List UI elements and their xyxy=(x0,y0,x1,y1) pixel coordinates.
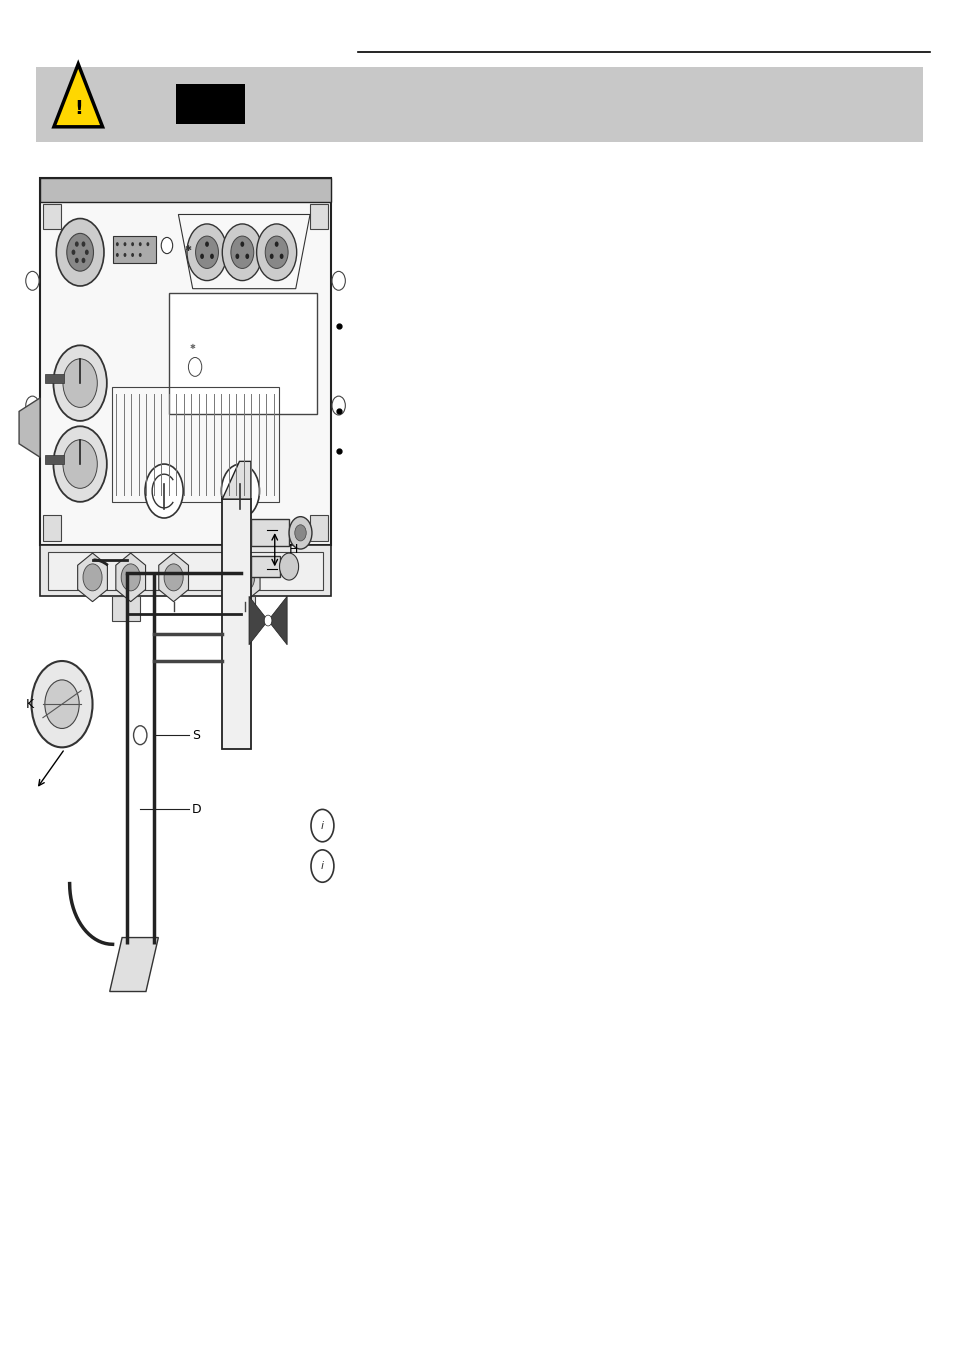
Circle shape xyxy=(200,254,204,259)
Bar xyxy=(40,178,331,545)
Circle shape xyxy=(235,254,239,259)
Circle shape xyxy=(187,224,227,281)
Bar xyxy=(48,552,323,590)
Text: ✱: ✱ xyxy=(190,344,195,349)
Circle shape xyxy=(289,517,312,549)
Bar xyxy=(176,84,245,124)
Polygon shape xyxy=(110,938,158,992)
Bar xyxy=(251,519,289,546)
Circle shape xyxy=(265,236,288,268)
Bar xyxy=(45,374,64,383)
Polygon shape xyxy=(249,596,268,645)
Circle shape xyxy=(45,680,79,728)
Circle shape xyxy=(131,254,133,256)
Circle shape xyxy=(116,254,118,256)
Circle shape xyxy=(71,250,75,255)
Circle shape xyxy=(124,254,126,256)
Circle shape xyxy=(74,241,78,247)
Circle shape xyxy=(26,397,39,415)
Circle shape xyxy=(138,254,141,256)
Text: !: ! xyxy=(73,98,83,119)
Bar xyxy=(112,596,140,621)
Circle shape xyxy=(332,397,345,415)
Circle shape xyxy=(133,726,147,745)
Bar xyxy=(43,515,61,541)
Circle shape xyxy=(210,254,213,259)
Text: i: i xyxy=(320,820,324,831)
Polygon shape xyxy=(268,596,287,645)
Circle shape xyxy=(245,254,249,259)
Text: K: K xyxy=(25,697,33,711)
Circle shape xyxy=(279,254,283,259)
Bar xyxy=(112,236,155,263)
Polygon shape xyxy=(115,553,146,602)
Polygon shape xyxy=(158,553,189,602)
Circle shape xyxy=(121,564,140,591)
Text: H: H xyxy=(289,544,298,556)
Circle shape xyxy=(161,237,172,254)
Circle shape xyxy=(235,564,254,591)
Circle shape xyxy=(240,241,244,247)
Bar xyxy=(40,178,331,202)
Text: i: i xyxy=(320,861,324,871)
Bar xyxy=(310,515,328,541)
Circle shape xyxy=(131,243,133,247)
Circle shape xyxy=(63,359,97,407)
Circle shape xyxy=(81,258,86,263)
Circle shape xyxy=(279,553,298,580)
Circle shape xyxy=(85,250,89,255)
Circle shape xyxy=(231,236,253,268)
Bar xyxy=(169,293,316,414)
Circle shape xyxy=(138,243,141,247)
Bar xyxy=(43,204,61,229)
Circle shape xyxy=(270,254,274,259)
Circle shape xyxy=(274,241,278,247)
Bar xyxy=(310,204,328,229)
Circle shape xyxy=(188,357,201,376)
Circle shape xyxy=(26,271,39,290)
Circle shape xyxy=(221,464,259,518)
Polygon shape xyxy=(54,63,103,127)
Polygon shape xyxy=(19,398,40,457)
Circle shape xyxy=(53,426,107,502)
Polygon shape xyxy=(222,461,251,499)
Circle shape xyxy=(145,464,183,518)
Bar xyxy=(226,596,254,621)
Circle shape xyxy=(294,525,306,541)
Text: S: S xyxy=(192,728,199,742)
Circle shape xyxy=(116,243,118,247)
Text: D: D xyxy=(192,803,201,816)
Circle shape xyxy=(256,224,296,281)
Bar xyxy=(112,387,278,502)
Circle shape xyxy=(81,241,86,247)
Circle shape xyxy=(264,615,272,626)
Bar xyxy=(222,499,251,749)
Bar xyxy=(40,545,331,596)
Bar xyxy=(36,67,923,142)
Circle shape xyxy=(222,224,262,281)
Circle shape xyxy=(146,243,149,247)
Circle shape xyxy=(74,258,78,263)
Circle shape xyxy=(124,243,126,247)
Circle shape xyxy=(83,564,102,591)
Bar xyxy=(251,556,279,577)
Text: ✱: ✱ xyxy=(184,244,192,252)
Circle shape xyxy=(332,271,345,290)
Bar xyxy=(45,455,64,464)
Circle shape xyxy=(63,440,97,488)
Circle shape xyxy=(31,661,92,747)
Polygon shape xyxy=(230,553,260,602)
Circle shape xyxy=(195,236,218,268)
Circle shape xyxy=(67,233,93,271)
Circle shape xyxy=(56,219,104,286)
Circle shape xyxy=(164,564,183,591)
Polygon shape xyxy=(77,553,108,602)
Circle shape xyxy=(53,345,107,421)
Circle shape xyxy=(205,241,209,247)
